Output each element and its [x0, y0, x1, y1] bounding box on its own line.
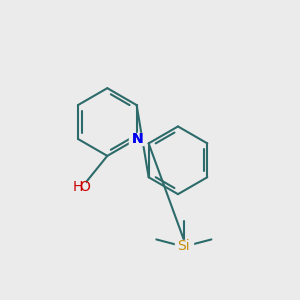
Polygon shape [175, 240, 193, 252]
Text: Si: Si [178, 239, 190, 253]
Text: N: N [131, 132, 143, 146]
Polygon shape [70, 182, 85, 194]
Polygon shape [129, 133, 144, 145]
Text: O: O [79, 180, 90, 194]
Text: N: N [131, 132, 143, 146]
Text: H: H [73, 180, 83, 194]
